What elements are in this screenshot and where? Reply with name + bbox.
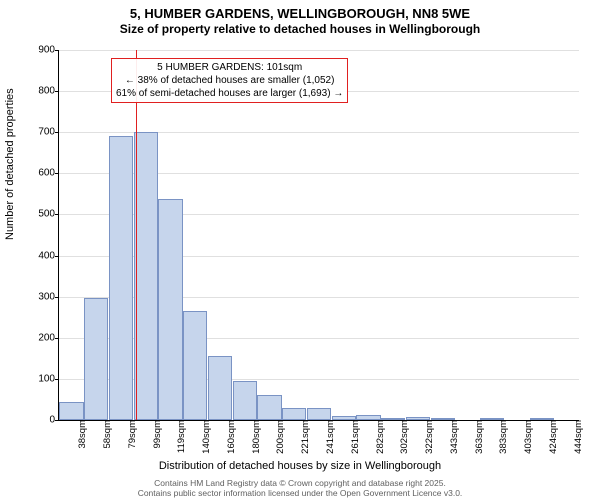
histogram-bar — [282, 408, 306, 420]
y-tick-label: 300 — [38, 291, 59, 302]
y-tick-label: 800 — [38, 86, 59, 97]
annotation-line2: ← 38% of detached houses are smaller (1,… — [116, 74, 343, 87]
x-tick-label: 221sqm — [298, 420, 311, 454]
y-tick-label: 600 — [38, 168, 59, 179]
histogram-bar — [134, 132, 158, 420]
x-axis-label: Distribution of detached houses by size … — [0, 460, 600, 472]
histogram-bar — [233, 381, 257, 420]
histogram-bar — [84, 298, 108, 421]
y-tick-label: 400 — [38, 250, 59, 261]
annotation-line1: 5 HUMBER GARDENS: 101sqm — [116, 61, 343, 74]
y-tick-label: 0 — [49, 415, 59, 426]
x-tick-label: 383sqm — [496, 420, 509, 454]
footer-line2: Contains public sector information licen… — [0, 488, 600, 498]
x-tick-label: 261sqm — [348, 420, 361, 454]
x-tick-label: 363sqm — [472, 420, 485, 454]
plot-area: 010020030040050060070080090038sqm58sqm79… — [58, 50, 579, 421]
x-tick-label: 180sqm — [249, 420, 262, 454]
x-tick-label: 160sqm — [224, 420, 237, 454]
y-tick-label: 700 — [38, 127, 59, 138]
y-tick-label: 100 — [38, 373, 59, 384]
x-tick-label: 241sqm — [323, 420, 336, 454]
x-tick-label: 119sqm — [174, 420, 187, 453]
x-tick-label: 58sqm — [100, 420, 113, 449]
histogram-bar — [158, 199, 182, 420]
annotation-line3: 61% of semi-detached houses are larger (… — [116, 87, 343, 100]
y-tick-label: 200 — [38, 332, 59, 343]
histogram-bar — [109, 136, 133, 420]
histogram-bar — [183, 311, 207, 420]
annotation-box: 5 HUMBER GARDENS: 101sqm← 38% of detache… — [111, 58, 348, 103]
chart-title-line2: Size of property relative to detached ho… — [0, 22, 600, 40]
x-tick-label: 444sqm — [571, 420, 584, 454]
gridline — [59, 50, 579, 51]
chart-container: 5, HUMBER GARDENS, WELLINGBOROUGH, NN8 5… — [0, 0, 600, 500]
x-tick-label: 322sqm — [422, 420, 435, 454]
x-tick-label: 282sqm — [373, 420, 386, 454]
y-tick-label: 500 — [38, 209, 59, 220]
x-tick-label: 99sqm — [150, 420, 163, 449]
histogram-bar — [257, 395, 281, 420]
property-marker-line — [136, 50, 137, 420]
x-tick-label: 302sqm — [397, 420, 410, 454]
x-tick-label: 38sqm — [75, 420, 88, 449]
x-tick-label: 424sqm — [546, 420, 559, 454]
histogram-bar — [59, 402, 83, 421]
x-tick-label: 200sqm — [273, 420, 286, 454]
chart-title-line1: 5, HUMBER GARDENS, WELLINGBOROUGH, NN8 5… — [0, 0, 600, 22]
x-tick-label: 343sqm — [447, 420, 460, 454]
histogram-bar — [307, 408, 331, 420]
footer-attribution: Contains HM Land Registry data © Crown c… — [0, 478, 600, 498]
y-tick-label: 900 — [38, 45, 59, 56]
histogram-bar — [208, 356, 232, 420]
y-axis-label: Number of detached properties — [4, 88, 16, 240]
x-tick-label: 79sqm — [125, 420, 138, 449]
x-tick-label: 140sqm — [199, 420, 212, 454]
footer-line1: Contains HM Land Registry data © Crown c… — [0, 478, 600, 488]
x-tick-label: 403sqm — [521, 420, 534, 454]
